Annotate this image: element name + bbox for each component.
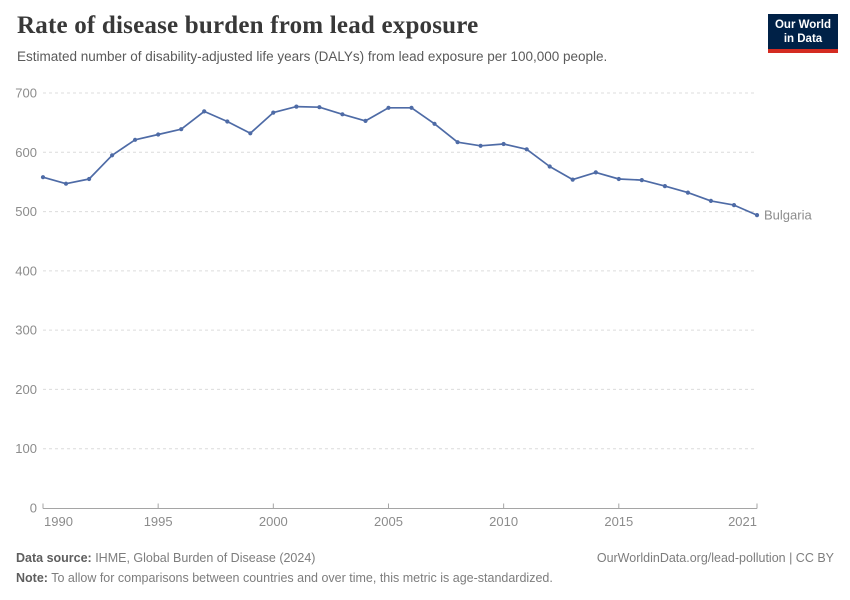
data-point xyxy=(455,140,460,145)
y-tick-label: 400 xyxy=(15,263,37,278)
data-point xyxy=(432,121,437,126)
data-line xyxy=(42,105,758,216)
x-tick-label: 1990 xyxy=(44,514,73,529)
x-tick-label: 2010 xyxy=(489,514,518,529)
data-point xyxy=(248,131,253,136)
data-point xyxy=(662,184,668,189)
chart-header: Rate of disease burden from lead exposur… xyxy=(17,12,757,64)
data-point xyxy=(409,105,414,110)
data-point xyxy=(708,198,714,203)
data-point xyxy=(593,170,598,175)
owid-logo-line1: Our World xyxy=(774,19,831,31)
data-point xyxy=(294,104,299,109)
note-text: To allow for comparisons between countri… xyxy=(47,570,553,585)
data-point xyxy=(616,176,621,182)
data-point xyxy=(225,119,230,124)
data-point xyxy=(363,118,368,123)
chart-note: Note: To allow for comparisons between c… xyxy=(16,569,834,588)
data-point xyxy=(63,181,69,186)
x-tick-label: 2015 xyxy=(604,514,633,529)
data-source-text: IHME, Global Burden of Disease (2024) xyxy=(91,551,316,566)
data-point xyxy=(179,127,184,132)
footer-link[interactable]: OurWorldinData.org/lead-pollution | CC B… xyxy=(596,551,834,566)
data-point xyxy=(202,109,207,114)
x-tick-label: 2000 xyxy=(259,514,288,529)
data-point xyxy=(156,132,161,137)
data-point xyxy=(754,213,760,218)
y-tick-label: 300 xyxy=(15,323,37,338)
owid-logo-line2: in Data xyxy=(783,33,823,46)
data-source-label: Data source: xyxy=(16,551,92,566)
x-tick-label: 2021 xyxy=(728,514,757,529)
y-tick-label: 500 xyxy=(15,204,37,219)
data-point xyxy=(685,190,691,195)
data-point xyxy=(547,164,552,169)
chart-subtitle: Estimated number of disability-adjusted … xyxy=(17,49,608,64)
line-chart: 0 100 200 300 400 500 600 700 1990 1995 2000 2005 20… xyxy=(15,86,812,530)
data-point xyxy=(110,153,115,158)
data-point xyxy=(133,137,138,142)
data-point xyxy=(317,105,322,110)
data-point xyxy=(40,175,46,180)
data-source: Data source: IHME, Global Burden of Dise… xyxy=(16,549,315,568)
x-tick-label: 2005 xyxy=(374,514,403,529)
data-point xyxy=(340,112,345,117)
y-tick-label: 0 xyxy=(30,501,37,516)
owid-logo[interactable]: Our World in Data xyxy=(768,14,838,54)
data-point xyxy=(87,176,92,182)
y-tick-label: 200 xyxy=(15,382,37,397)
data-point xyxy=(639,178,644,183)
page-title: Rate of disease burden from lead exposur… xyxy=(17,12,479,39)
series-label: Bulgaria xyxy=(764,208,812,223)
data-point xyxy=(386,105,391,110)
data-point xyxy=(731,203,737,208)
data-point xyxy=(271,110,276,115)
y-tick-label: 600 xyxy=(15,145,37,160)
chart-footer: Data source: IHME, Global Burden of Dise… xyxy=(16,549,834,588)
note-label: Note: xyxy=(16,570,48,585)
x-tick-label: 1995 xyxy=(144,514,173,529)
y-tick-label: 700 xyxy=(15,86,37,101)
data-point xyxy=(524,147,529,152)
data-point xyxy=(501,141,506,147)
data-point xyxy=(570,177,575,182)
y-tick-label: 100 xyxy=(15,441,37,456)
data-point xyxy=(478,143,483,148)
